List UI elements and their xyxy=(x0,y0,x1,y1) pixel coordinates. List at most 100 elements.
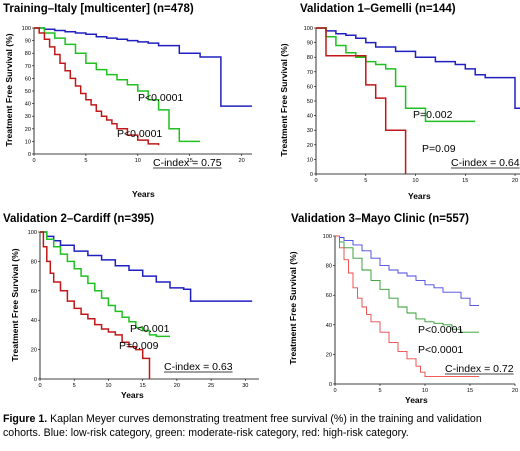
y-tick-label: 80 xyxy=(31,259,37,265)
y-tick-label: 70 xyxy=(25,64,31,70)
y-tick-label: 90 xyxy=(307,41,313,47)
c-index-annotation: C-index = 0.64 xyxy=(451,157,520,169)
p-value-annotation: P<0.0001 xyxy=(418,324,463,336)
x-tick-label: 20 xyxy=(512,178,518,184)
x-tick-label: 25 xyxy=(208,383,214,389)
y-tick-label: 40 xyxy=(25,102,31,108)
survival-curve-2 xyxy=(335,235,479,333)
y-tick-label: 0 xyxy=(28,152,31,158)
x-axis-label: Years xyxy=(408,191,431,201)
y-tick-label: 10 xyxy=(307,157,313,163)
survival-curve-3 xyxy=(34,27,160,146)
y-tick-label: 100 xyxy=(304,26,313,32)
y-tick-label: 40 xyxy=(326,323,332,329)
x-tick-label: 0 xyxy=(32,158,35,164)
panel-title: Training–Italy [multicenter] (n=478) xyxy=(3,3,194,15)
y-tick-label: 0 xyxy=(310,172,313,178)
y-axis-label: Treatment Free Survival (%) xyxy=(4,33,14,146)
x-tick-label: 15 xyxy=(187,158,193,164)
y-tick-label: 80 xyxy=(307,55,313,61)
p-value-annotation: P=0.09 xyxy=(422,143,456,155)
p-value-annotation: P=0.009 xyxy=(119,340,159,352)
x-tick-label: 20 xyxy=(512,388,518,394)
panel-title: Validation 3–Mayo Clinic (n=557) xyxy=(291,213,469,225)
survival-curve-2 xyxy=(34,27,201,143)
y-tick-label: 60 xyxy=(326,293,332,299)
p-value-annotation: P=0.002 xyxy=(413,109,453,121)
survival-curve-2 xyxy=(316,27,476,123)
y-tick-label: 30 xyxy=(307,128,313,134)
x-axis-label: Years xyxy=(405,395,428,405)
figure-panels: Training–Italy [multicenter] (n=478) 0 10 2… xyxy=(3,3,520,405)
y-tick-label: 0 xyxy=(329,382,332,388)
y-tick-label: 40 xyxy=(307,114,313,120)
survival-curve-2 xyxy=(40,231,170,338)
y-tick-label: 50 xyxy=(307,99,313,105)
survival-curve-1 xyxy=(40,231,253,302)
y-tick-label: 40 xyxy=(31,318,37,324)
y-tick-label: 60 xyxy=(307,84,313,90)
x-tick-label: 15 xyxy=(467,388,473,394)
y-tick-label: 30 xyxy=(25,114,31,120)
x-tick-label: 10 xyxy=(105,383,111,389)
x-tick-label: 0 xyxy=(314,178,317,184)
x-tick-label: 15 xyxy=(140,383,146,389)
y-tick-label: 80 xyxy=(25,51,31,57)
y-tick-label: 100 xyxy=(28,230,37,236)
figure-caption: Figure 1. Kaplan Meyer curves demonstrat… xyxy=(3,412,519,440)
y-axis-label: Treatment Free Survival (%) xyxy=(10,248,20,361)
survival-curve-1 xyxy=(316,27,520,110)
x-axis-label: Years xyxy=(121,390,144,400)
y-tick-label: 60 xyxy=(31,289,37,295)
survival-curve-1 xyxy=(34,27,252,107)
km-panel-2: Validation 1–Gemelli (n=144)010203040506… xyxy=(279,3,520,201)
panel-title: Validation 2–Cardiff (n=395) xyxy=(3,213,154,225)
y-tick-label: 100 xyxy=(22,26,31,32)
km-panel-1: Training–Italy [multicenter] (n=478) 0 10 2… xyxy=(3,3,252,199)
x-tick-label: 10 xyxy=(135,158,141,164)
x-tick-label: 20 xyxy=(174,383,180,389)
c-index-annotation: C-index = 0.75 xyxy=(153,157,222,169)
p-value-annotation: P<0.0001 xyxy=(117,128,162,140)
x-tick-label: 0 xyxy=(333,388,336,394)
y-tick-label: 60 xyxy=(25,76,31,82)
y-tick-label: 90 xyxy=(25,39,31,45)
x-tick-label: 15 xyxy=(462,178,468,184)
x-tick-label: 10 xyxy=(422,388,428,394)
x-tick-label: 5 xyxy=(84,158,87,164)
y-tick-label: 20 xyxy=(31,348,37,354)
p-value-annotation: P<0.0001 xyxy=(138,92,183,104)
y-axis-label: Treatment Free Survival (%) xyxy=(279,43,289,156)
km-panel-4: Validation 3–Mayo Clinic (n=557) 0 20 40 60 8… xyxy=(288,213,518,405)
y-tick-label: 10 xyxy=(25,139,31,145)
survival-curve-3 xyxy=(335,235,479,378)
x-tick-label: 10 xyxy=(412,178,418,184)
y-tick-label: 50 xyxy=(25,89,31,95)
y-tick-label: 20 xyxy=(307,143,313,149)
survival-curve-3 xyxy=(40,231,151,379)
x-tick-label: 5 xyxy=(378,388,381,394)
c-index-annotation: C-index = 0.72 xyxy=(445,363,514,375)
y-tick-label: 70 xyxy=(307,70,313,76)
c-index-annotation: C-index = 0.63 xyxy=(164,361,233,373)
x-tick-label: 30 xyxy=(242,383,248,389)
x-tick-label: 5 xyxy=(364,178,367,184)
y-tick-label: 20 xyxy=(326,352,332,358)
y-tick-label: 100 xyxy=(323,234,332,240)
survival-curve-3 xyxy=(316,27,407,174)
y-tick-label: 80 xyxy=(326,264,332,270)
x-axis-label: Years xyxy=(132,189,155,199)
caption-label: Figure 1. xyxy=(3,413,48,425)
x-tick-label: 0 xyxy=(38,383,41,389)
panel-title: Validation 1–Gemelli (n=144) xyxy=(300,3,456,15)
x-tick-label: 20 xyxy=(239,158,245,164)
x-tick-label: 5 xyxy=(73,383,76,389)
km-panel-3: Validation 2–Cardiff (n=395)020406080100… xyxy=(3,213,259,400)
y-axis-label: Treatment Free Survival (%) xyxy=(288,251,298,364)
y-tick-label: 20 xyxy=(25,127,31,133)
p-value-annotation: P<0.001 xyxy=(130,323,170,335)
survival-curve-1 xyxy=(335,235,479,307)
p-value-annotation: P<0.0001 xyxy=(418,344,463,356)
y-tick-label: 0 xyxy=(34,377,37,383)
caption-text: Kaplan Meyer curves demonstrating treatm… xyxy=(3,413,482,439)
